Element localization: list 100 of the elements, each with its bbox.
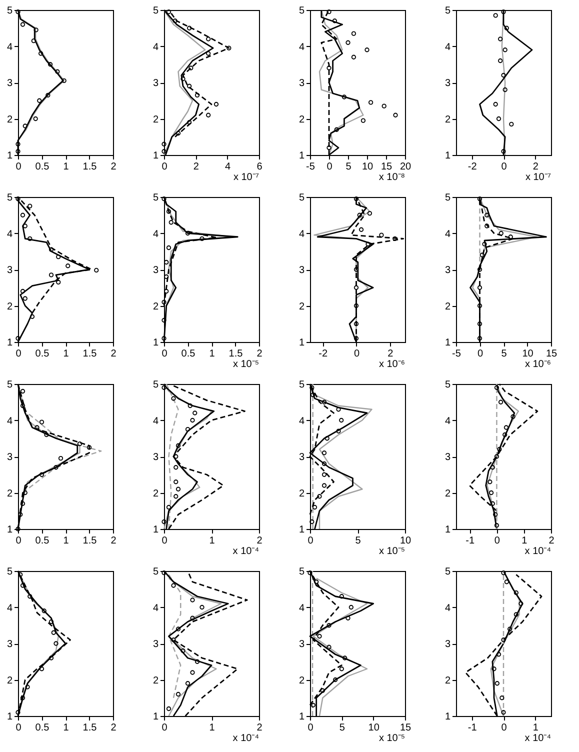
text: x 10⁻⁸ [378,172,405,183]
y-tick-label: 3 [6,265,13,276]
x-tick-label: 1.5 [82,348,98,360]
point [206,36,211,42]
point [334,127,339,132]
x-tick-label: 1.5 [82,162,98,172]
y-tick-label: 2 [444,114,451,126]
point [504,580,509,584]
point [346,616,350,620]
point [166,706,172,712]
point [55,69,60,74]
point [39,666,44,672]
x-tick-label: 2 [256,348,263,360]
x-tick-label: -5 [452,348,462,360]
point [358,227,364,232]
y-tick-label: 5 [444,566,451,578]
point [326,66,332,70]
point [498,36,503,42]
point [51,630,56,635]
point [382,104,386,108]
point [494,681,500,686]
point [497,446,502,452]
x-tick-label: 2 [532,162,539,172]
point [477,303,482,308]
y-tick-label: 2 [298,488,305,500]
x-tick-label: 0 [354,348,360,360]
point [20,583,26,588]
point [62,78,66,84]
x-tick-label: 0 [308,536,314,546]
y-tick-label: 2 [6,301,13,312]
point [322,472,327,477]
point [94,268,99,273]
y-tick-label: 2 [298,301,305,312]
point [174,494,178,499]
text: x 10⁻⁵ [232,359,259,370]
point [504,425,509,430]
x-tick-label: 2 [110,722,117,734]
x-tick-label: 10 [362,162,374,172]
point [176,130,181,136]
y-tick-label: 3 [444,78,451,89]
point [176,692,181,697]
point [317,634,322,639]
point [322,461,327,466]
point [168,220,174,225]
point [477,285,482,290]
point [367,210,372,216]
text: x 10⁻⁵ [378,733,405,744]
x-tick-label: 1.5 [228,348,244,360]
point [342,94,347,100]
point [342,656,348,660]
point [171,583,176,588]
x-tick-label: 2 [193,162,200,172]
point [366,242,370,246]
y-tick-label: 5 [444,380,451,390]
x-tick-label: 0 [16,536,22,546]
y-tick-label: 4 [152,42,159,53]
y-tick-label: 5 [298,380,305,390]
y-tick-label: 1 [444,712,451,722]
point [332,18,338,24]
point [351,31,356,36]
y-tick-label: 1 [444,150,451,162]
x-tick-label: 0 [16,348,22,360]
text: x 10⁻⁶ [378,359,405,370]
point [48,656,54,660]
point [194,659,200,664]
point [488,490,494,496]
point [322,450,327,456]
point [336,407,341,412]
point [498,400,504,404]
x-tick-label: 0 [308,722,314,734]
y-tick-label: 4 [444,228,451,240]
point [493,102,498,107]
y-tick-label: 1 [152,338,159,348]
point [39,472,44,477]
text: x 10⁻⁴ [524,546,551,557]
point [336,428,341,434]
point [38,51,44,56]
point [56,280,61,285]
point [86,445,92,450]
y-tick-label: 3 [444,639,451,650]
y-tick-label: 2 [152,301,159,312]
y-tick-label: 3 [152,78,159,89]
y-tick-label: 4 [298,42,305,53]
x-tick-label: 1.5 [82,536,98,546]
y-tick-label: 4 [444,602,451,614]
x-tick-label: 1 [209,722,216,734]
point [176,486,181,492]
x-tick-label: 0.5 [35,348,50,360]
point [188,66,194,70]
point [206,51,211,56]
point [166,245,172,250]
x-tick-label: 20 [400,162,412,172]
text: x 10⁻⁵ [378,546,405,557]
x-tick-label: 15 [380,162,392,172]
y-tick-label: 4 [444,416,451,427]
y-tick-label: 4 [6,416,13,427]
point [58,456,64,461]
point [496,116,502,122]
point [162,300,166,304]
x-tick-label: 1 [63,162,70,172]
